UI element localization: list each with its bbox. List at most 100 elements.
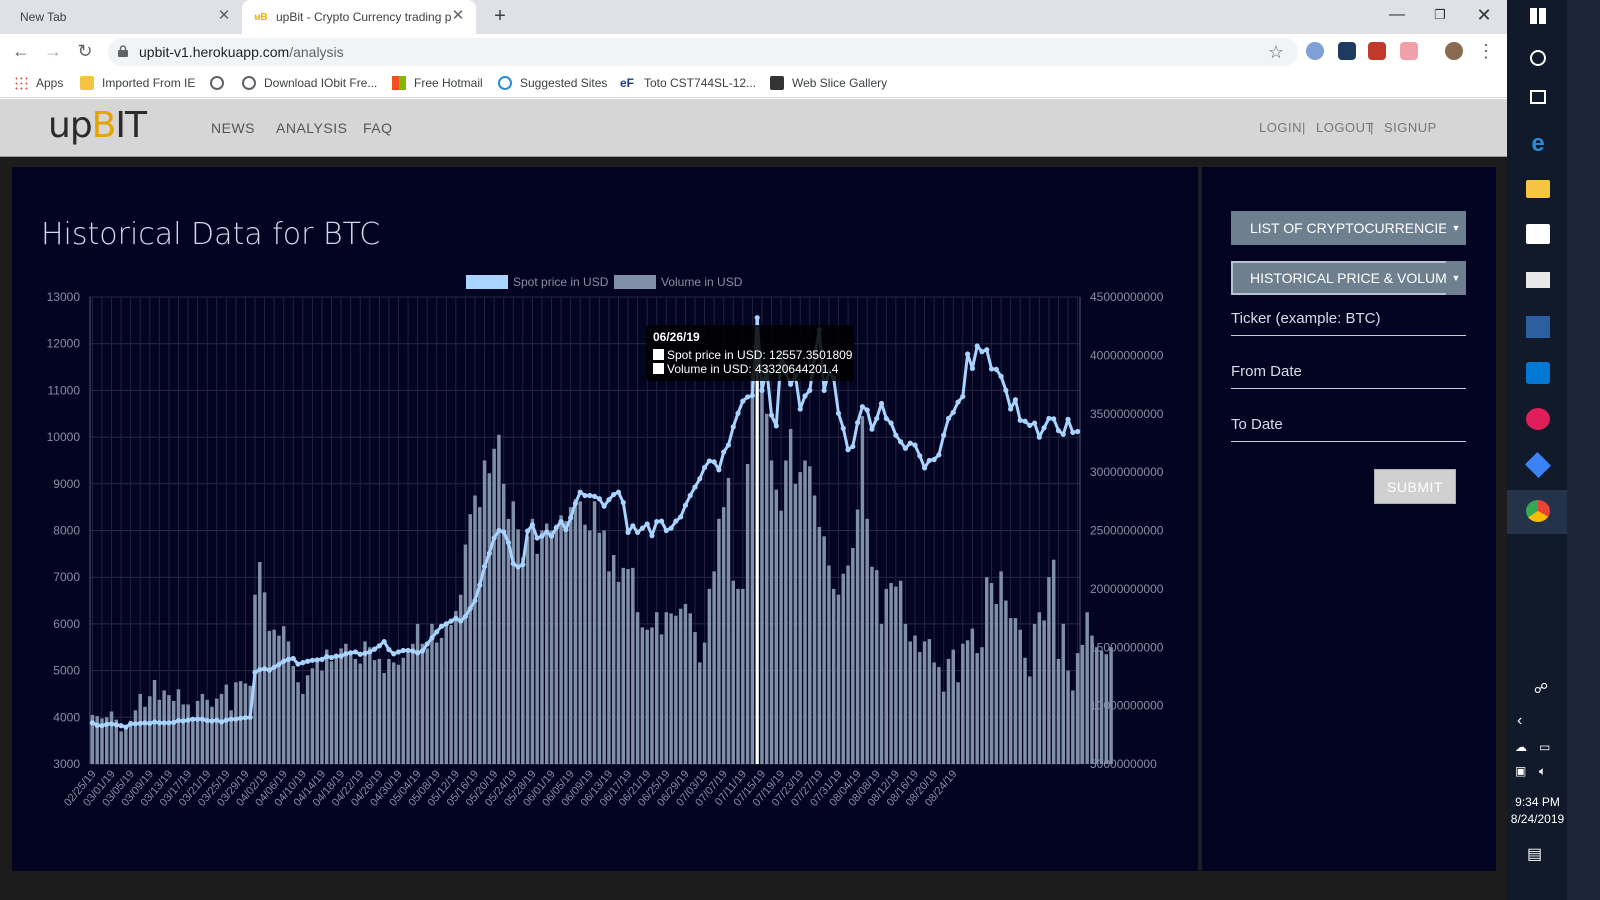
- volume-bar: [874, 570, 879, 764]
- nav-login[interactable]: LOGIN: [1259, 120, 1302, 135]
- price-point: [520, 561, 526, 568]
- from-date-input[interactable]: From Date: [1231, 355, 1466, 389]
- people-icon[interactable]: ☍: [1533, 680, 1549, 696]
- slack-icon[interactable]: [1526, 408, 1550, 430]
- price-point: [859, 404, 865, 410]
- cortana-icon[interactable]: [1530, 50, 1546, 66]
- bookmark-web-slice-gallery[interactable]: Web Slice Gallery: [770, 68, 887, 98]
- menu-kebab-icon[interactable]: ⋮: [1477, 41, 1495, 61]
- volume-bar: [597, 532, 602, 764]
- bookmark-free-hotmail[interactable]: Free Hotmail: [392, 68, 483, 98]
- price-point: [142, 720, 148, 726]
- nav-signup[interactable]: SIGNUP: [1384, 120, 1437, 135]
- new-tab-button[interactable]: +: [494, 5, 506, 27]
- tab-upbit[interactable]: ʉB upBit - Crypto Currency trading p ✕: [242, 0, 476, 34]
- volume-bar: [1066, 670, 1070, 764]
- volume-bar: [879, 623, 884, 764]
- historical-dropdown[interactable]: HISTORICAL PRICE & VOLUME ▼: [1231, 261, 1466, 295]
- network-icon[interactable]: ▣: [1515, 764, 1527, 778]
- bookmark-imported-from-ie[interactable]: Imported From IE: [80, 68, 195, 98]
- volume-bar: [267, 630, 272, 764]
- volume-bar: [726, 477, 731, 764]
- bookmark-globe[interactable]: [210, 68, 232, 98]
- price-point: [692, 484, 698, 490]
- chevron-left-icon[interactable]: ‹: [1517, 712, 1523, 729]
- page-title: Historical Data for BTC: [41, 217, 381, 252]
- price-point: [936, 452, 942, 458]
- volume-bar: [860, 416, 865, 764]
- windows-start-icon[interactable]: [1530, 8, 1546, 24]
- price-point: [180, 718, 186, 724]
- price-point: [108, 721, 115, 727]
- restore-button[interactable]: ❐: [1434, 7, 1446, 22]
- bookmark-suggested-sites[interactable]: Suggested Sites: [498, 68, 607, 98]
- ticker-input[interactable]: Ticker (example: BTC): [1231, 302, 1466, 336]
- mail-icon[interactable]: [1526, 272, 1550, 288]
- nav-analysis[interactable]: ANALYSIS: [276, 120, 348, 136]
- volume-bar: [195, 700, 200, 764]
- upbit-logo[interactable]: upBIT: [48, 105, 147, 146]
- price-point: [290, 655, 296, 662]
- profile-avatar[interactable]: [1445, 42, 1463, 60]
- edge-icon[interactable]: e: [1531, 130, 1545, 157]
- close-window-button[interactable]: ✕: [1476, 5, 1492, 25]
- price-point: [898, 439, 904, 445]
- price-point: [635, 529, 641, 535]
- store-icon[interactable]: [1526, 224, 1550, 244]
- submit-button[interactable]: SUBMIT: [1374, 469, 1456, 504]
- task-view-icon[interactable]: [1530, 90, 1546, 104]
- nav-faq[interactable]: FAQ: [363, 120, 393, 136]
- y-left-tick-label: 12000: [47, 337, 81, 351]
- extension-arrow-icon[interactable]: [1400, 42, 1418, 60]
- clock-date[interactable]: 8/24/2019: [1510, 812, 1565, 826]
- onedrive-icon[interactable]: ☁: [1515, 740, 1527, 754]
- to-date-input[interactable]: To Date: [1231, 408, 1466, 442]
- crypto-list-dropdown[interactable]: LIST OF CRYPTOCURRENCIES ▼: [1231, 211, 1466, 245]
- bookmark-download-iobit[interactable]: Download IObit Fre...: [242, 68, 377, 98]
- battery-icon[interactable]: ▭: [1539, 740, 1551, 754]
- y-right-tick-label: 25000000000: [1090, 524, 1164, 538]
- volume-bar: [1032, 623, 1037, 764]
- reload-icon[interactable]: ↻: [77, 41, 93, 61]
- volume-bar: [578, 501, 582, 764]
- volume-bar: [573, 498, 578, 764]
- caret-down-icon: ▼: [1446, 261, 1466, 295]
- bookmark-apps[interactable]: Apps: [14, 68, 63, 98]
- ef-icon: eF: [620, 76, 635, 90]
- price-point: [448, 618, 454, 624]
- volume-bar: [420, 643, 425, 764]
- volume-icon[interactable]: 🔈︎: [1539, 764, 1547, 778]
- vscode-icon[interactable]: [1526, 362, 1550, 384]
- back-arrow-icon[interactable]: ←: [12, 41, 30, 61]
- close-icon[interactable]: ✕: [451, 7, 465, 24]
- volume-bar: [167, 695, 171, 764]
- price-point: [788, 381, 794, 387]
- bookmark-toto[interactable]: eF Toto CST744SL-12...: [620, 68, 756, 98]
- address-bar[interactable]: upbit-v1.herokuapp.com/analysis ☆: [108, 38, 1298, 66]
- volume-bar: [200, 693, 205, 764]
- bookmark-star-icon[interactable]: ☆: [1267, 42, 1284, 62]
- historical-chart[interactable]: 3000 4000 5000 6000 7000 8000 9000 10000 11000 12…: [12, 167, 1198, 871]
- extension-desc-icon[interactable]: [1368, 42, 1386, 60]
- price-point: [324, 653, 330, 660]
- extension-info-icon[interactable]: [1306, 42, 1324, 60]
- price-point: [228, 716, 234, 722]
- file-explorer-icon[interactable]: [1526, 180, 1550, 198]
- minimize-button[interactable]: —: [1389, 6, 1405, 23]
- lock-icon: [118, 45, 128, 57]
- notification-icon[interactable]: ▤: [1527, 846, 1543, 863]
- close-icon[interactable]: ✕: [217, 7, 231, 24]
- clock-time[interactable]: 9:34 PM: [1515, 795, 1560, 809]
- forward-arrow-icon[interactable]: →: [44, 41, 62, 61]
- price-point: [386, 646, 392, 653]
- price-point: [252, 669, 258, 676]
- nav-logout[interactable]: LOGOUT: [1316, 120, 1374, 135]
- volume-bar: [1051, 559, 1056, 764]
- git-client-icon[interactable]: [1524, 451, 1552, 479]
- extension-react-icon[interactable]: [1338, 42, 1356, 60]
- price-point: [391, 651, 397, 657]
- chrome-icon[interactable]: [1526, 500, 1550, 522]
- nav-news[interactable]: NEWS: [211, 120, 255, 136]
- dev-app-icon[interactable]: [1526, 316, 1550, 338]
- tab-new-tab[interactable]: New Tab ✕: [0, 0, 242, 34]
